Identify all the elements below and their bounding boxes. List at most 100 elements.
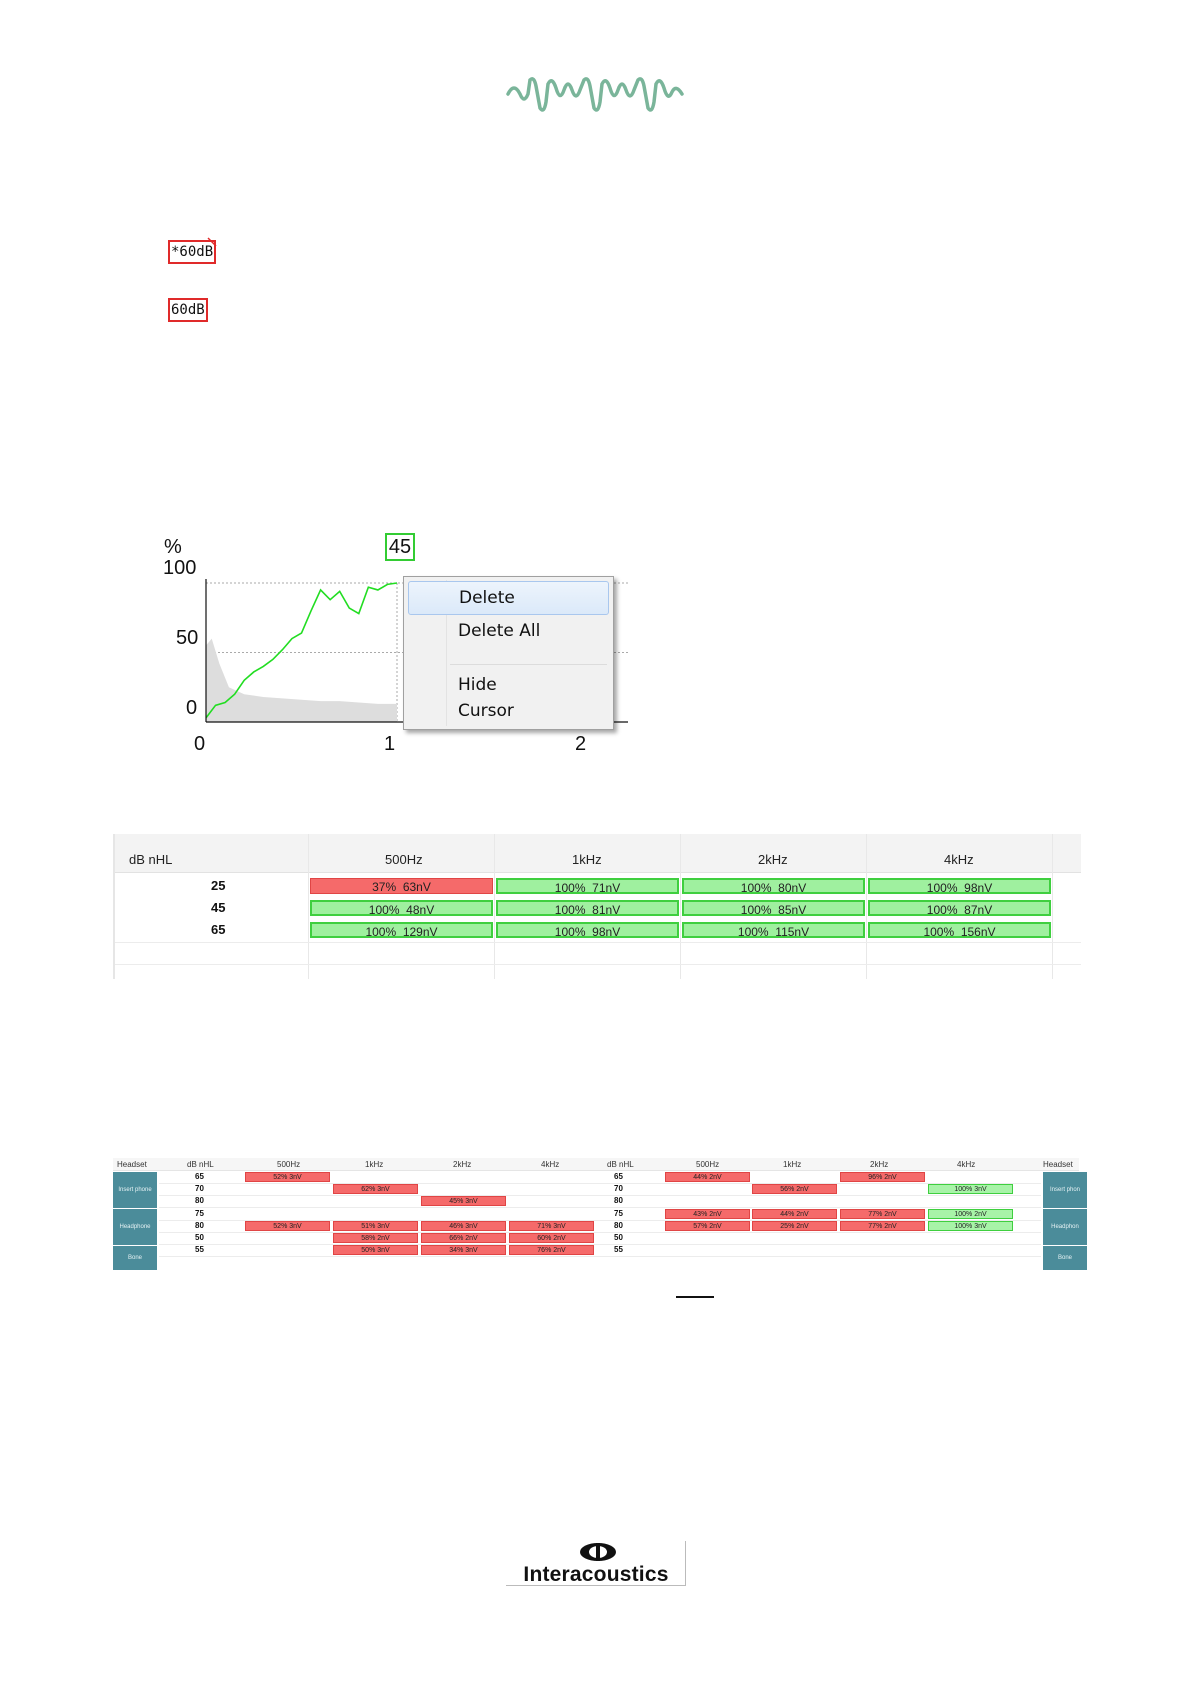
cell-percent: 100% (926, 881, 958, 895)
result-cell[interactable]: 56% 2nV (752, 1184, 837, 1194)
menu-item-delete-all[interactable]: Delete All (458, 621, 541, 641)
cell-amplitude: 63nV (402, 880, 431, 894)
result-cell[interactable]: 44% 2nV (752, 1209, 837, 1219)
result-cell[interactable]: 44% 2nV (665, 1172, 750, 1182)
result-cell[interactable]: 52% 3nV (245, 1172, 330, 1182)
result-cell[interactable]: 77% 2nV (840, 1209, 925, 1219)
result-cell[interactable]: 46% 3nV (421, 1221, 506, 1231)
table-header (115, 834, 1081, 873)
headset-band-right[interactable]: Bone (1043, 1246, 1087, 1270)
cursor-value-badge[interactable]: 45 (385, 533, 415, 561)
result-cell[interactable]: 96% 2nV (840, 1172, 925, 1182)
result-cell[interactable]: 100% 98nV (496, 922, 679, 939)
cell-percent: 100% (554, 903, 586, 917)
header-freq-right: 4kHz (957, 1160, 976, 1169)
result-cell[interactable]: 100% 81nV (496, 900, 679, 917)
cell-amplitude: 85nV (778, 903, 807, 917)
result-cell[interactable]: 60% 2nV (509, 1233, 594, 1243)
headset-band-right[interactable]: Insert phon (1043, 1172, 1087, 1208)
result-cell[interactable]: 34% 3nV (421, 1245, 506, 1255)
result-cell[interactable]: 25% 2nV (752, 1221, 837, 1231)
result-cell[interactable]: 100% 3nV (928, 1221, 1013, 1231)
header-freq-right: 2kHz (870, 1160, 889, 1169)
header-freq-right: 500Hz (696, 1160, 720, 1169)
result-cell[interactable]: 66% 2nV (421, 1233, 506, 1243)
cell-percent: 37% (372, 880, 397, 894)
result-cell[interactable]: 62% 3nV (333, 1184, 418, 1194)
header-freq-left: 2kHz (453, 1160, 472, 1169)
header-dbnhl: dB nHL (129, 852, 173, 867)
row-divider (159, 1256, 1041, 1257)
cell-amplitude: 129nV (402, 925, 438, 939)
row-divider (159, 1195, 1041, 1196)
result-cell[interactable]: 100% 98nV (868, 878, 1051, 895)
header-headset-right: Headset (1043, 1160, 1073, 1169)
result-cell[interactable]: 37% 63nV (310, 878, 493, 894)
cell-amplitude: 71nV (592, 881, 621, 895)
headset-band-left[interactable]: Insert phone (113, 1172, 157, 1208)
x-tick-label: 1 (384, 733, 396, 755)
row-divider (115, 964, 1081, 965)
row-divider (115, 942, 1081, 943)
underline-mark (676, 1296, 714, 1298)
cell-percent: 100% (554, 881, 586, 895)
headset-band-left[interactable]: Headphone (113, 1209, 157, 1245)
result-cell[interactable]: 77% 2nV (840, 1221, 925, 1231)
result-cell[interactable]: 45% 3nV (421, 1196, 506, 1206)
menu-item-hide[interactable]: Hide (458, 675, 497, 695)
multi-headset-table: Headset dB nHL dB nHL Headset 500Hz 500Hz… (113, 1158, 1087, 1270)
headset-band-right[interactable]: Headphon (1043, 1209, 1087, 1245)
y-tick-label: 0 (186, 697, 198, 719)
row-level-left: 75 (195, 1209, 204, 1218)
result-cell[interactable]: 100% 2nV (928, 1209, 1013, 1219)
row-divider (159, 1207, 1041, 1208)
header-freq-left: 500Hz (277, 1160, 301, 1169)
cell-percent: 100% (737, 925, 769, 939)
cell-amplitude: 87nV (964, 903, 993, 917)
row-divider (159, 1244, 1041, 1245)
header-freq-right: 1kHz (783, 1160, 802, 1169)
result-cell[interactable]: 51% 3nV (333, 1221, 418, 1231)
results-table: dB nHL 500Hz 1kHz 2kHz 4kHz 25 37% 63nV 10… (113, 834, 1081, 979)
header-headset-left: Headset (117, 1160, 147, 1169)
result-cell[interactable]: 58% 2nV (333, 1233, 418, 1243)
cell-amplitude: 115nV (775, 925, 810, 939)
x-tick-label: 2 (575, 733, 587, 755)
result-cell[interactable]: 100% 156nV (868, 922, 1051, 939)
menu-separator (450, 664, 607, 665)
y-tick-label: 50 (176, 627, 199, 649)
row-level-left: 50 (195, 1233, 204, 1242)
result-cell[interactable]: 52% 3nV (245, 1221, 330, 1231)
cell-percent: 100% (368, 903, 400, 917)
interacoustics-logo: Interacoustics (506, 1541, 686, 1597)
cell-amplitude: 81nV (592, 903, 621, 917)
menu-icon-gutter (446, 580, 447, 726)
result-cell[interactable]: 57% 2nV (665, 1221, 750, 1231)
cell-percent: 100% (554, 925, 586, 939)
menu-item-delete[interactable]: Delete (408, 581, 609, 615)
row-level-label: 45 (211, 900, 226, 915)
noise-floor-area (206, 638, 397, 722)
cell-amplitude: 98nV (592, 925, 621, 939)
result-cell[interactable]: 100% 71nV (496, 878, 679, 895)
menu-item-cursor[interactable]: Cursor (458, 701, 514, 721)
result-cell[interactable]: 50% 3nV (333, 1245, 418, 1255)
result-cell[interactable]: 100% 3nV (928, 1184, 1013, 1194)
result-cell[interactable]: 100% 48nV (310, 900, 493, 917)
row-level-left: 80 (195, 1196, 204, 1205)
header-freq: 1kHz (572, 852, 602, 867)
cell-amplitude: 80nV (778, 881, 807, 895)
result-cell[interactable]: 100% 80nV (682, 878, 865, 895)
result-cell[interactable]: 100% 129nV (310, 922, 493, 939)
header-dbnhl-left: dB nHL (187, 1160, 214, 1169)
brand-emblem-icon (580, 1543, 616, 1561)
headset-band-left[interactable]: Bone (113, 1246, 157, 1270)
cell-amplitude: 48nV (406, 903, 435, 917)
result-cell[interactable]: 71% 3nV (509, 1221, 594, 1231)
result-cell[interactable]: 100% 115nV (682, 922, 865, 939)
result-cell[interactable]: 100% 87nV (868, 900, 1051, 917)
result-cell[interactable]: 100% 85nV (682, 900, 865, 917)
row-level-left: 65 (195, 1172, 204, 1181)
result-cell[interactable]: 76% 2nV (509, 1245, 594, 1255)
result-cell[interactable]: 43% 2nV (665, 1209, 750, 1219)
